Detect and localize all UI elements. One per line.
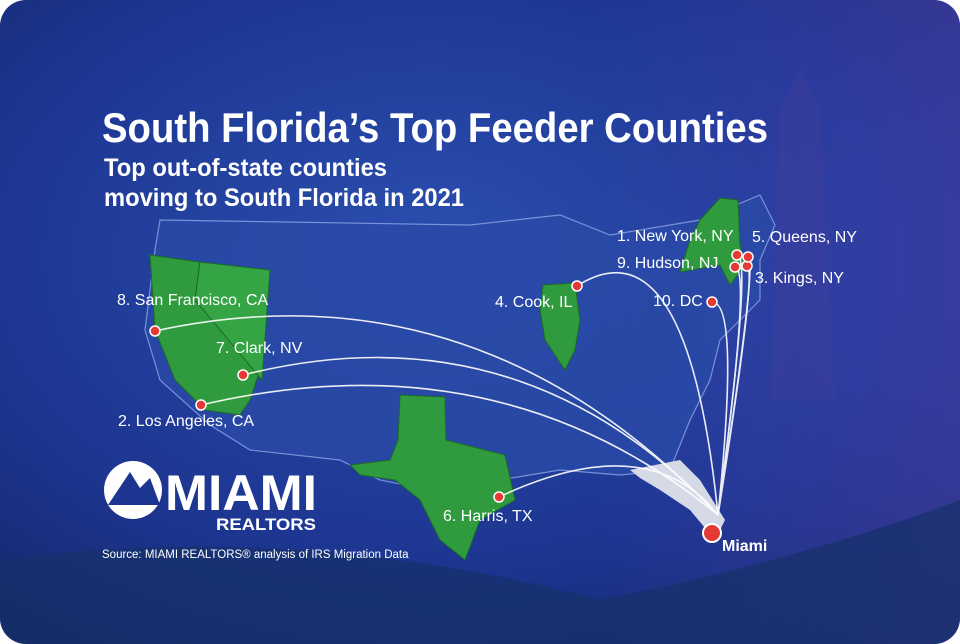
migration-arrow (242, 356, 719, 516)
county-label: 8. San Francisco, CA (117, 292, 269, 309)
logo-tagline: REALTORS (216, 515, 316, 534)
county-label: 4. Cook, IL (495, 294, 572, 311)
title: South Florida’s Top Feeder Counties (102, 104, 768, 151)
migration-arrow (200, 384, 719, 516)
migration-arrow (154, 315, 719, 516)
ground (0, 500, 960, 644)
county-marker (195, 399, 207, 411)
county-marker (731, 249, 743, 261)
markers: 1. New York, NY 2. Los Angeles, CA 3. King… (117, 228, 857, 555)
county-label: 1. New York, NY (617, 228, 734, 245)
arrows (154, 254, 751, 516)
migration-arrow (711, 301, 729, 516)
new-york (679, 197, 746, 286)
nevada (194, 261, 271, 382)
county-label: 2. Los Angeles, CA (118, 413, 254, 430)
logo: MIAMI REALTORS (104, 461, 317, 534)
subtitle-line: moving to South Florida in 2021 (104, 184, 464, 212)
county-marker (237, 369, 249, 381)
county-marker (742, 251, 754, 263)
county-marker (729, 261, 741, 273)
county-label: 3. Kings, NY (755, 270, 844, 287)
source: Source: MIAMI REALTORS® analysis of IRS … (102, 549, 409, 561)
county-marker (149, 325, 161, 337)
county-label: 10. DC (653, 293, 703, 310)
county-label: 6. Harris, TX (443, 508, 533, 525)
county-marker (706, 296, 718, 308)
county-label: 9. Hudson, NJ (617, 255, 718, 272)
county-label: 7. Clark, NV (216, 340, 303, 357)
us-outline (144, 194, 776, 542)
texas (348, 394, 516, 561)
florida (630, 460, 725, 540)
migration-arrow (576, 271, 719, 516)
county-marker (493, 491, 505, 503)
destination-label: Miami (722, 538, 767, 555)
county-label: 5. Queens, NY (752, 229, 857, 246)
county-marker (571, 280, 583, 292)
lighthouse (770, 70, 835, 400)
logo-mountain (108, 472, 160, 505)
destination-marker (702, 523, 722, 543)
subtitle-line: Top out-of-state counties (104, 154, 387, 182)
logo-name: MIAMI (165, 465, 317, 521)
